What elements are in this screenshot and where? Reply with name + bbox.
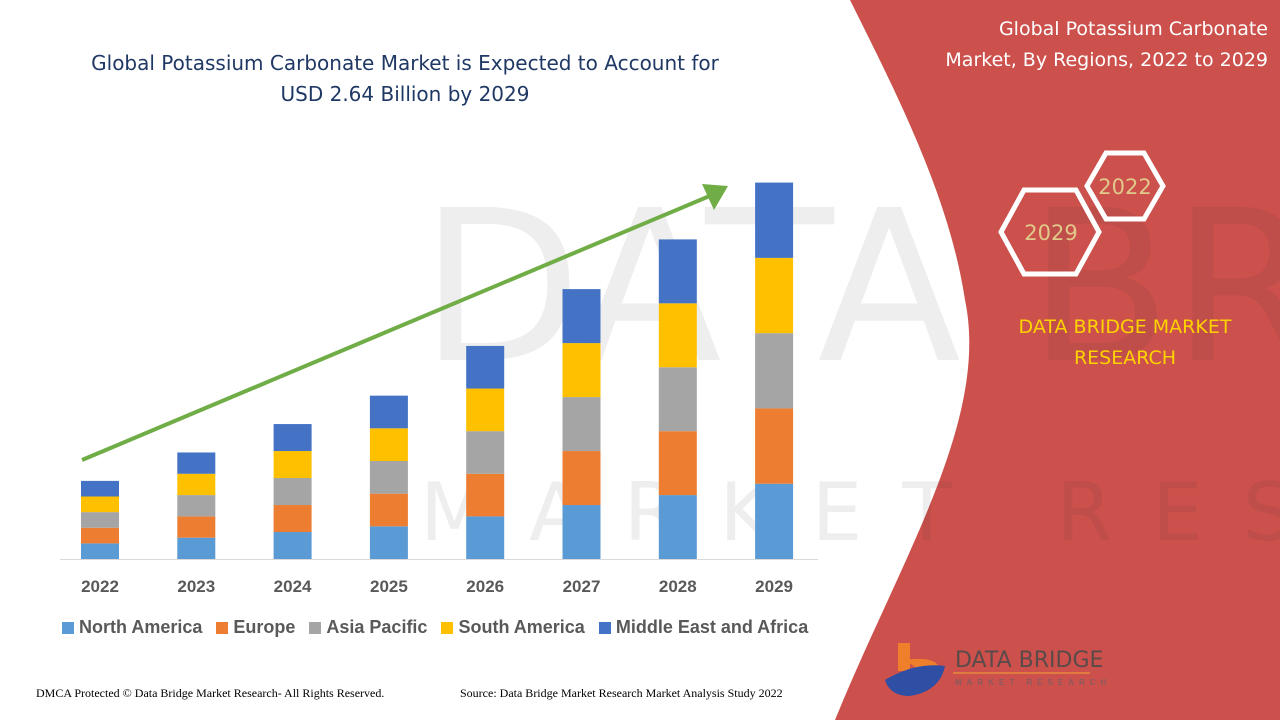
bar-segment-2024-north-america	[273, 532, 312, 559]
brand-line-1: DATA BRIDGE MARKET	[1018, 316, 1232, 338]
bar-segment-2027-south-america	[562, 343, 601, 398]
bar-segment-2028-south-america	[658, 303, 697, 368]
bar-segment-2023-middle-east-and-africa	[177, 452, 216, 474]
legend-label: South America	[458, 617, 585, 637]
bar-segment-2023-europe	[177, 516, 216, 538]
chart-legend: North America Europe Asia Pacific South Ame…	[62, 617, 808, 638]
legend-swatch	[62, 621, 74, 634]
chart: 2022 2023 2024 2025 2026 2027 2028 2029	[60, 182, 818, 596]
bar-segment-2025-asia-pacific	[369, 460, 408, 494]
bar-segment-2024-middle-east-and-africa	[273, 424, 312, 452]
bar-segment-2029-north-america	[755, 483, 794, 559]
hexagon-2022-label: 2022	[1098, 175, 1151, 199]
brand-text: DATA BRIDGE MARKET RESEARCH	[985, 312, 1265, 374]
bar-segment-2026-middle-east-and-africa	[466, 345, 505, 389]
title-line-1: Global Potassium Carbonate Market is Exp…	[91, 51, 719, 75]
x-tick-label: 2028	[659, 577, 697, 596]
trend-arrow-line	[81, 193, 713, 462]
bar-segment-2025-middle-east-and-africa	[369, 395, 408, 429]
side-title-line-1: Global Potassium Carbonate	[998, 18, 1268, 40]
bar-segment-2025-europe	[369, 493, 408, 527]
legend-label: Middle East and Africa	[615, 617, 809, 637]
svg-text:MARKET RESEARCH: MARKET RESEARCH	[420, 466, 1280, 559]
legend-item: North America	[62, 617, 202, 638]
legend-label: Asia Pacific	[326, 617, 428, 637]
x-tick-label: 2023	[177, 577, 215, 596]
side-title-line-2: Market, By Regions, 2022 to 2029	[945, 49, 1268, 71]
logo-icon	[885, 643, 945, 696]
bar-segment-2022-south-america	[81, 496, 119, 513]
x-tick-label: 2022	[81, 577, 119, 596]
bar-segment-2029-middle-east-and-africa	[755, 182, 794, 258]
x-tick-label: 2027	[563, 577, 601, 596]
bar-segment-2027-europe	[562, 451, 601, 506]
legend-label: Europe	[233, 617, 296, 637]
legend-item: South America	[441, 617, 585, 638]
bar-segment-2028-middle-east-and-africa	[658, 239, 697, 304]
bar-segment-2024-south-america	[273, 451, 312, 479]
x-tick-label: 2024	[274, 577, 312, 596]
bar-segment-2022-europe	[81, 527, 119, 544]
logo-subtext: MARKET RESEARCH	[955, 678, 1112, 687]
hexagon-2029	[998, 187, 1102, 277]
legend-swatch	[441, 621, 454, 634]
bar-segment-2026-south-america	[466, 388, 505, 432]
title-line-2: USD 2.64 Billion by 2029	[280, 82, 530, 106]
legend-label: North America	[79, 617, 203, 637]
x-tick-label: 2026	[466, 577, 504, 596]
bar-segment-2023-south-america	[177, 473, 216, 496]
hexagon-2029-label: 2029	[1024, 221, 1077, 245]
bar-segment-2029-south-america	[755, 257, 794, 334]
footer-source: Source: Data Bridge Market Research Mark…	[460, 686, 783, 700]
bar-segment-2027-north-america	[562, 505, 601, 559]
legend-swatch	[216, 621, 229, 634]
bar-segment-2029-asia-pacific	[755, 333, 794, 409]
bar-segment-2026-europe	[466, 473, 505, 517]
bar-segment-2022-asia-pacific	[81, 512, 119, 528]
bar-segment-2023-north-america	[177, 537, 216, 559]
bar-segment-2026-asia-pacific	[466, 431, 505, 474]
bar-segment-2026-north-america	[466, 516, 505, 559]
x-tick-label: 2029	[755, 577, 793, 596]
bar-segment-2028-asia-pacific	[658, 367, 697, 432]
bar-segment-2023-asia-pacific	[177, 495, 216, 517]
bar-segment-2029-europe	[755, 408, 794, 484]
bar-segment-2024-asia-pacific	[273, 478, 312, 506]
legend-item: Asia Pacific	[309, 617, 427, 638]
legend-swatch	[598, 621, 611, 634]
side-panel	[835, 0, 1280, 720]
brand-line-2: RESEARCH	[1073, 347, 1177, 369]
legend-swatch	[309, 621, 322, 634]
bar-segment-2022-middle-east-and-africa	[81, 480, 119, 497]
legend-item: Middle East and Africa	[598, 617, 809, 638]
bar-segment-2024-europe	[273, 505, 312, 533]
bar-segment-2028-europe	[658, 431, 697, 496]
side-title: Global Potassium Carbonate Market, By Re…	[888, 14, 1268, 76]
page-title: Global Potassium Carbonate Market is Exp…	[40, 48, 770, 110]
bar-segment-2028-north-america	[658, 495, 697, 559]
bar-segment-2027-asia-pacific	[562, 397, 601, 452]
logo-text: DATA BRIDGE	[955, 648, 1104, 673]
bar-segment-2025-south-america	[369, 428, 408, 461]
trend-arrow-head	[702, 184, 728, 210]
hexagon-2022	[1084, 150, 1166, 222]
legend-item: Europe	[216, 617, 295, 638]
bar-segment-2027-middle-east-and-africa	[562, 289, 601, 344]
bar-segment-2022-north-america	[81, 543, 119, 559]
footer-copyright: DMCA Protected © Data Bridge Market Rese…	[36, 686, 385, 700]
bar-segment-2025-north-america	[369, 526, 408, 559]
x-tick-label: 2025	[370, 577, 408, 596]
